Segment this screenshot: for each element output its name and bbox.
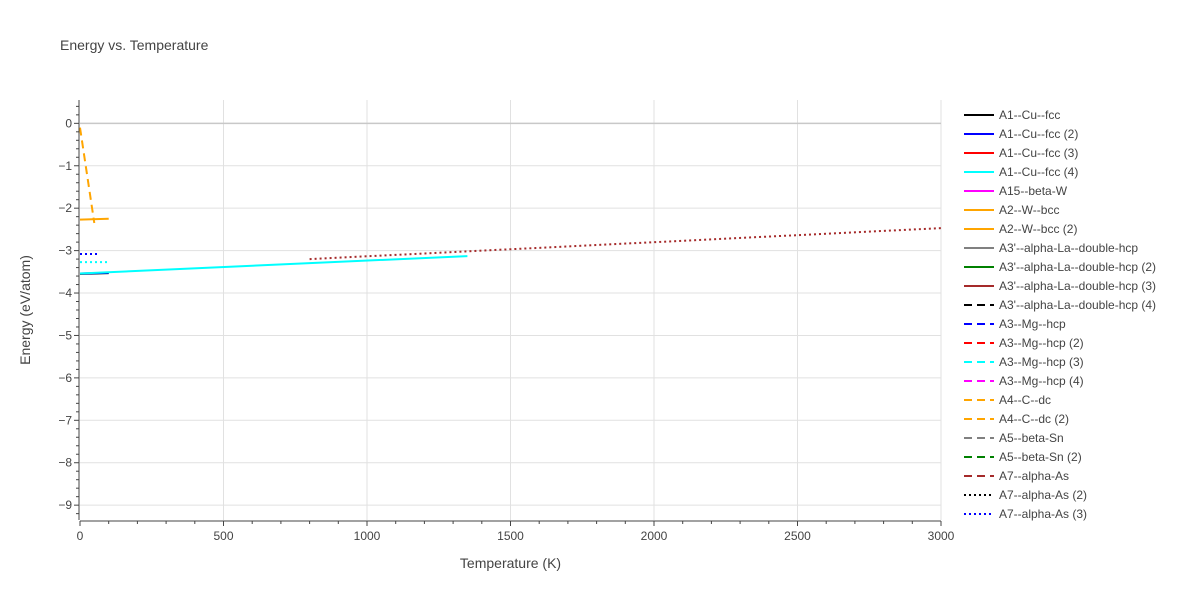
legend-label: A5--beta-Sn (2) xyxy=(999,450,1082,464)
legend-item[interactable]: A1--Cu--fcc (3) xyxy=(964,146,1078,160)
legend-item[interactable]: A4--C--dc xyxy=(964,393,1051,407)
legend-label: A3--Mg--hcp xyxy=(999,317,1066,331)
legend-item[interactable]: A3'--alpha-La--double-hcp (4) xyxy=(964,298,1156,312)
legend-item[interactable]: A3--Mg--hcp (2) xyxy=(964,336,1084,350)
chart-title: Energy vs. Temperature xyxy=(60,37,209,53)
legend-label: A3'--alpha-La--double-hcp (3) xyxy=(999,279,1156,293)
x-tick-label: 1000 xyxy=(354,529,381,543)
y-tick-label: −4 xyxy=(58,286,72,300)
legend-item[interactable]: A1--Cu--fcc xyxy=(964,108,1060,122)
legend-item[interactable]: A3--Mg--hcp (3) xyxy=(964,355,1084,369)
x-tick-label: 2000 xyxy=(641,529,668,543)
legend-label: A3'--alpha-La--double-hcp xyxy=(999,241,1138,255)
y-axis-title: Energy (eV/atom) xyxy=(17,255,33,365)
legend-label: A15--beta-W xyxy=(999,184,1068,198)
y-tick-label: −8 xyxy=(58,456,72,470)
legend-label: A1--Cu--fcc (2) xyxy=(999,127,1078,141)
legend-item[interactable]: A3--Mg--hcp xyxy=(964,317,1066,331)
y-tick-label: −9 xyxy=(58,498,72,512)
series-line xyxy=(79,255,468,275)
x-tick-label: 2500 xyxy=(784,529,811,543)
legend-label: A3--Mg--hcp (4) xyxy=(999,374,1084,388)
legend-label: A5--beta-Sn xyxy=(999,431,1064,445)
y-tick-label: −1 xyxy=(58,159,72,173)
x-tick-label: 3000 xyxy=(928,529,955,543)
y-tick-label: −2 xyxy=(58,201,72,215)
plot-area xyxy=(79,127,942,275)
legend-label: A7--alpha-As (3) xyxy=(999,507,1087,521)
x-tick-label: 0 xyxy=(77,529,84,543)
legend-label: A1--Cu--fcc (4) xyxy=(999,165,1078,179)
grid-lines xyxy=(80,100,942,520)
legend[interactable]: A1--Cu--fcc A1--Cu--fcc (2) A1--Cu--fcc (3… xyxy=(964,108,1156,521)
legend-label: A7--alpha-As (2) xyxy=(999,488,1087,502)
legend-item[interactable]: A5--beta-Sn xyxy=(964,431,1064,445)
legend-label: A3'--alpha-La--double-hcp (4) xyxy=(999,298,1156,312)
x-axis-title: Temperature (K) xyxy=(460,555,561,571)
legend-item[interactable]: A1--Cu--fcc (2) xyxy=(964,127,1078,141)
legend-item[interactable]: A2--W--bcc xyxy=(964,203,1059,217)
x-tick-label: 500 xyxy=(213,529,233,543)
legend-item[interactable]: A7--alpha-As (2) xyxy=(964,488,1087,502)
legend-label: A4--C--dc xyxy=(999,393,1051,407)
axes: 0 500 1000 1500 2000 2500 3000 0 −1 −2 −3 −4 −5 −6 −7 −… xyxy=(58,100,955,543)
legend-item[interactable]: A7--alpha-As xyxy=(964,469,1069,483)
legend-item[interactable]: A4--C--dc (2) xyxy=(964,412,1069,426)
legend-item[interactable]: A5--beta-Sn (2) xyxy=(964,450,1082,464)
legend-label: A1--Cu--fcc (3) xyxy=(999,146,1078,160)
legend-label: A3--Mg--hcp (3) xyxy=(999,355,1084,369)
legend-item[interactable]: A3'--alpha-La--double-hcp xyxy=(964,241,1138,255)
legend-label: A4--C--dc (2) xyxy=(999,412,1069,426)
y-tick-label: −7 xyxy=(58,413,72,427)
legend-label: A2--W--bcc (2) xyxy=(999,222,1077,236)
series-line xyxy=(309,227,942,261)
legend-item[interactable]: A3'--alpha-La--double-hcp (3) xyxy=(964,279,1156,293)
legend-item[interactable]: A2--W--bcc (2) xyxy=(964,222,1077,236)
legend-label: A1--Cu--fcc xyxy=(999,108,1060,122)
y-tick-label: −3 xyxy=(58,244,72,258)
y-tick-label: −6 xyxy=(58,371,72,385)
x-tick-label: 1500 xyxy=(497,529,524,543)
legend-item[interactable]: A3--Mg--hcp (4) xyxy=(964,374,1084,388)
legend-item[interactable]: A3'--alpha-La--double-hcp (2) xyxy=(964,260,1156,274)
legend-label: A3--Mg--hcp (2) xyxy=(999,336,1084,350)
legend-label: A7--alpha-As xyxy=(999,469,1069,483)
legend-item[interactable]: A1--Cu--fcc (4) xyxy=(964,165,1078,179)
legend-label: A2--W--bcc xyxy=(999,203,1059,217)
y-tick-label: −5 xyxy=(58,328,72,342)
legend-item[interactable]: A7--alpha-As (3) xyxy=(964,507,1087,521)
legend-label: A3'--alpha-La--double-hcp (2) xyxy=(999,260,1156,274)
series-line xyxy=(79,127,96,224)
legend-item[interactable]: A15--beta-W xyxy=(964,184,1068,198)
y-tick-label: 0 xyxy=(65,116,72,130)
